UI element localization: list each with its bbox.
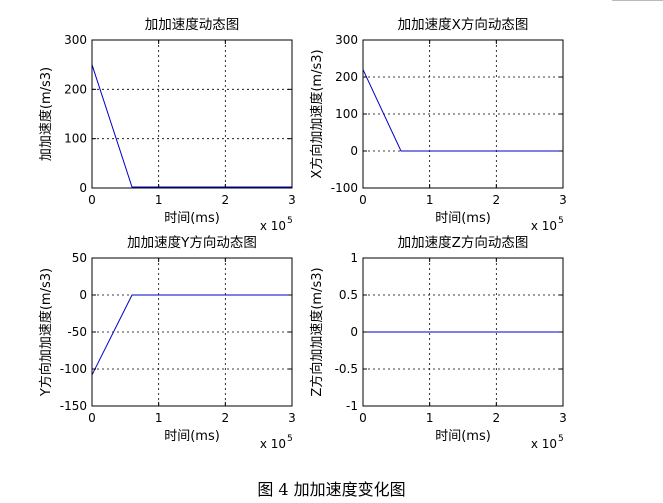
- x-tick-label: 3: [559, 411, 567, 425]
- y-tick-label: -50: [67, 325, 87, 339]
- y-tick-label: 100: [335, 107, 358, 121]
- x-tick-label: 3: [559, 193, 567, 207]
- x-tick-label: 1: [426, 193, 434, 207]
- y-tick-label: 100: [64, 132, 87, 146]
- chart-title: 加加速度动态图: [145, 17, 240, 33]
- series-line-1: [362, 69, 563, 152]
- y-tick-label: 0: [79, 181, 87, 195]
- x-tick-label: 0: [88, 411, 96, 425]
- y-axis-label: 加加速度(m/s3): [38, 67, 54, 161]
- top-right-border-line: [612, 0, 663, 1]
- x-axis-label: 时间(ms): [435, 211, 491, 226]
- y-tick-label: 200: [335, 70, 358, 84]
- x-axis-exponent: 5: [558, 434, 564, 444]
- axes-box: [91, 39, 293, 189]
- y-tick-label: -150: [60, 399, 87, 413]
- x-tick-label: 0: [88, 193, 96, 207]
- x-axis-exponent: 5: [287, 434, 293, 444]
- x-axis-multiplier: x 10: [260, 219, 286, 233]
- x-axis-label: 时间(ms): [435, 429, 491, 444]
- x-axis-exponent: 5: [287, 216, 293, 226]
- y-tick-label: -1: [346, 399, 358, 413]
- x-tick-label: 3: [288, 193, 296, 207]
- y-tick-label: 300: [335, 33, 358, 47]
- x-axis-multiplier: x 10: [260, 437, 286, 451]
- y-tick-label: 0.5: [339, 288, 358, 302]
- y-axis-label: Y方向加加速度(m/s3): [38, 268, 54, 397]
- x-tick-label: 2: [493, 411, 501, 425]
- y-tick-label: 1: [350, 251, 358, 265]
- series-line-1: [91, 64, 292, 188]
- x-axis-multiplier: x 10: [531, 219, 557, 233]
- x-axis-exponent: 5: [558, 216, 564, 226]
- y-axis-label: Z方向加加速度(m/s3): [309, 267, 325, 396]
- figure-caption: 图 4 加加速度变化图: [257, 480, 406, 499]
- x-axis-label: 时间(ms): [164, 211, 220, 226]
- y-tick-label: -100: [331, 181, 358, 195]
- y-tick-label: 200: [64, 82, 87, 96]
- chart-title: 加加速度Y方向动态图: [127, 235, 257, 251]
- x-tick-label: 2: [493, 193, 501, 207]
- x-tick-label: 0: [359, 193, 367, 207]
- x-axis-multiplier: x 10: [531, 437, 557, 451]
- x-tick-label: 1: [155, 193, 163, 207]
- y-tick-label: 0: [350, 144, 358, 158]
- y-axis-label: X方向加加速度(m/s3): [309, 49, 325, 178]
- chart-title: 加加速度X方向动态图: [398, 17, 529, 33]
- y-tick-label: 50: [72, 251, 87, 265]
- x-tick-label: 2: [222, 193, 230, 207]
- x-tick-label: 0: [359, 411, 367, 425]
- chart-title: 加加速度Z方向动态图: [398, 235, 529, 251]
- y-tick-label: 0: [79, 288, 87, 302]
- x-axis-label: 时间(ms): [164, 429, 220, 444]
- x-tick-label: 2: [222, 411, 230, 425]
- x-tick-label: 1: [426, 411, 434, 425]
- y-tick-label: 300: [64, 33, 87, 47]
- y-tick-label: -0.5: [335, 362, 358, 376]
- y-tick-label: 0: [350, 325, 358, 339]
- y-tick-label: -100: [60, 362, 87, 376]
- plot-area: [92, 40, 292, 188]
- x-tick-label: 3: [288, 411, 296, 425]
- series-line-1: [91, 294, 292, 376]
- x-tick-label: 1: [155, 411, 163, 425]
